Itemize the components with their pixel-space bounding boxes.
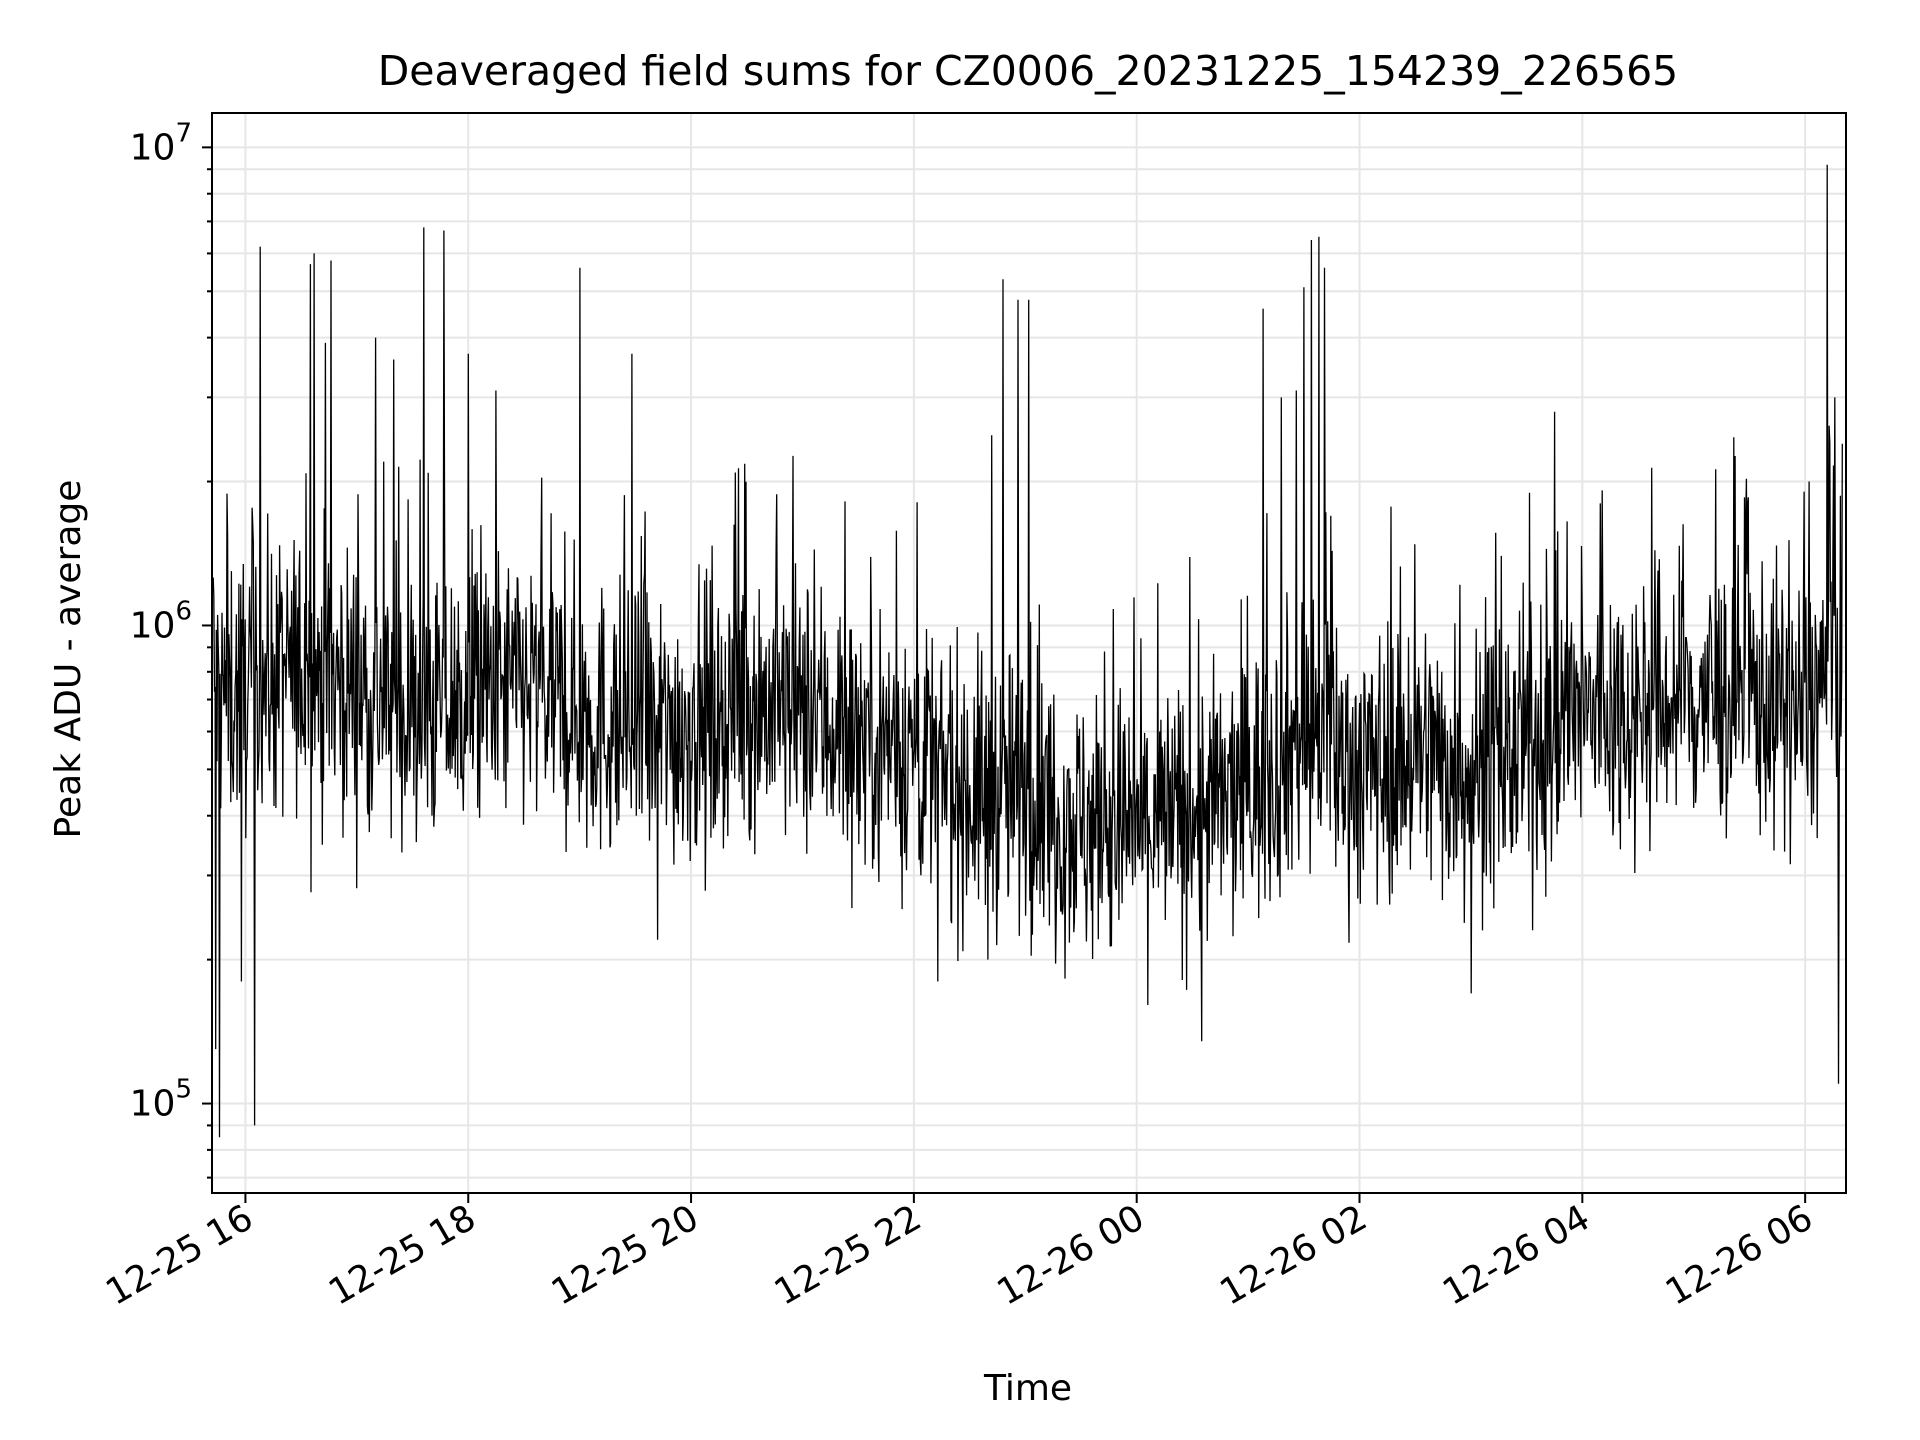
x-tick-label: 12-25 20	[545, 1197, 706, 1313]
x-tick-label: 12-25 18	[322, 1197, 483, 1313]
x-tick-label: 12-26 02	[1213, 1197, 1374, 1313]
plot-frame	[211, 112, 1847, 1194]
x-tick-label: 12-25 16	[99, 1197, 260, 1313]
x-axis-label: Time	[983, 1368, 1072, 1409]
series-line-path	[212, 164, 1843, 1138]
x-tick-label: 12-26 00	[991, 1197, 1152, 1313]
x-tick-label: 12-26 06	[1659, 1197, 1820, 1313]
series-line	[212, 164, 1843, 1138]
x-tick-label: 12-25 22	[768, 1197, 929, 1313]
y-tick-label: 105	[130, 1075, 192, 1125]
chart-title: Deaveraged field sums for CZ0006_2023122…	[378, 47, 1679, 95]
y-axis-label: Peak ADU - average	[48, 480, 89, 839]
y-tick-label: 107	[130, 118, 192, 168]
y-axis: 105 106 107	[130, 118, 212, 1179]
y-tick-label: 106	[130, 596, 192, 646]
x-axis: 12-25 16 12-25 18 12-25 20 12-25 22 12-26 00…	[99, 1193, 1820, 1314]
x-tick-label: 12-26 04	[1436, 1197, 1597, 1313]
